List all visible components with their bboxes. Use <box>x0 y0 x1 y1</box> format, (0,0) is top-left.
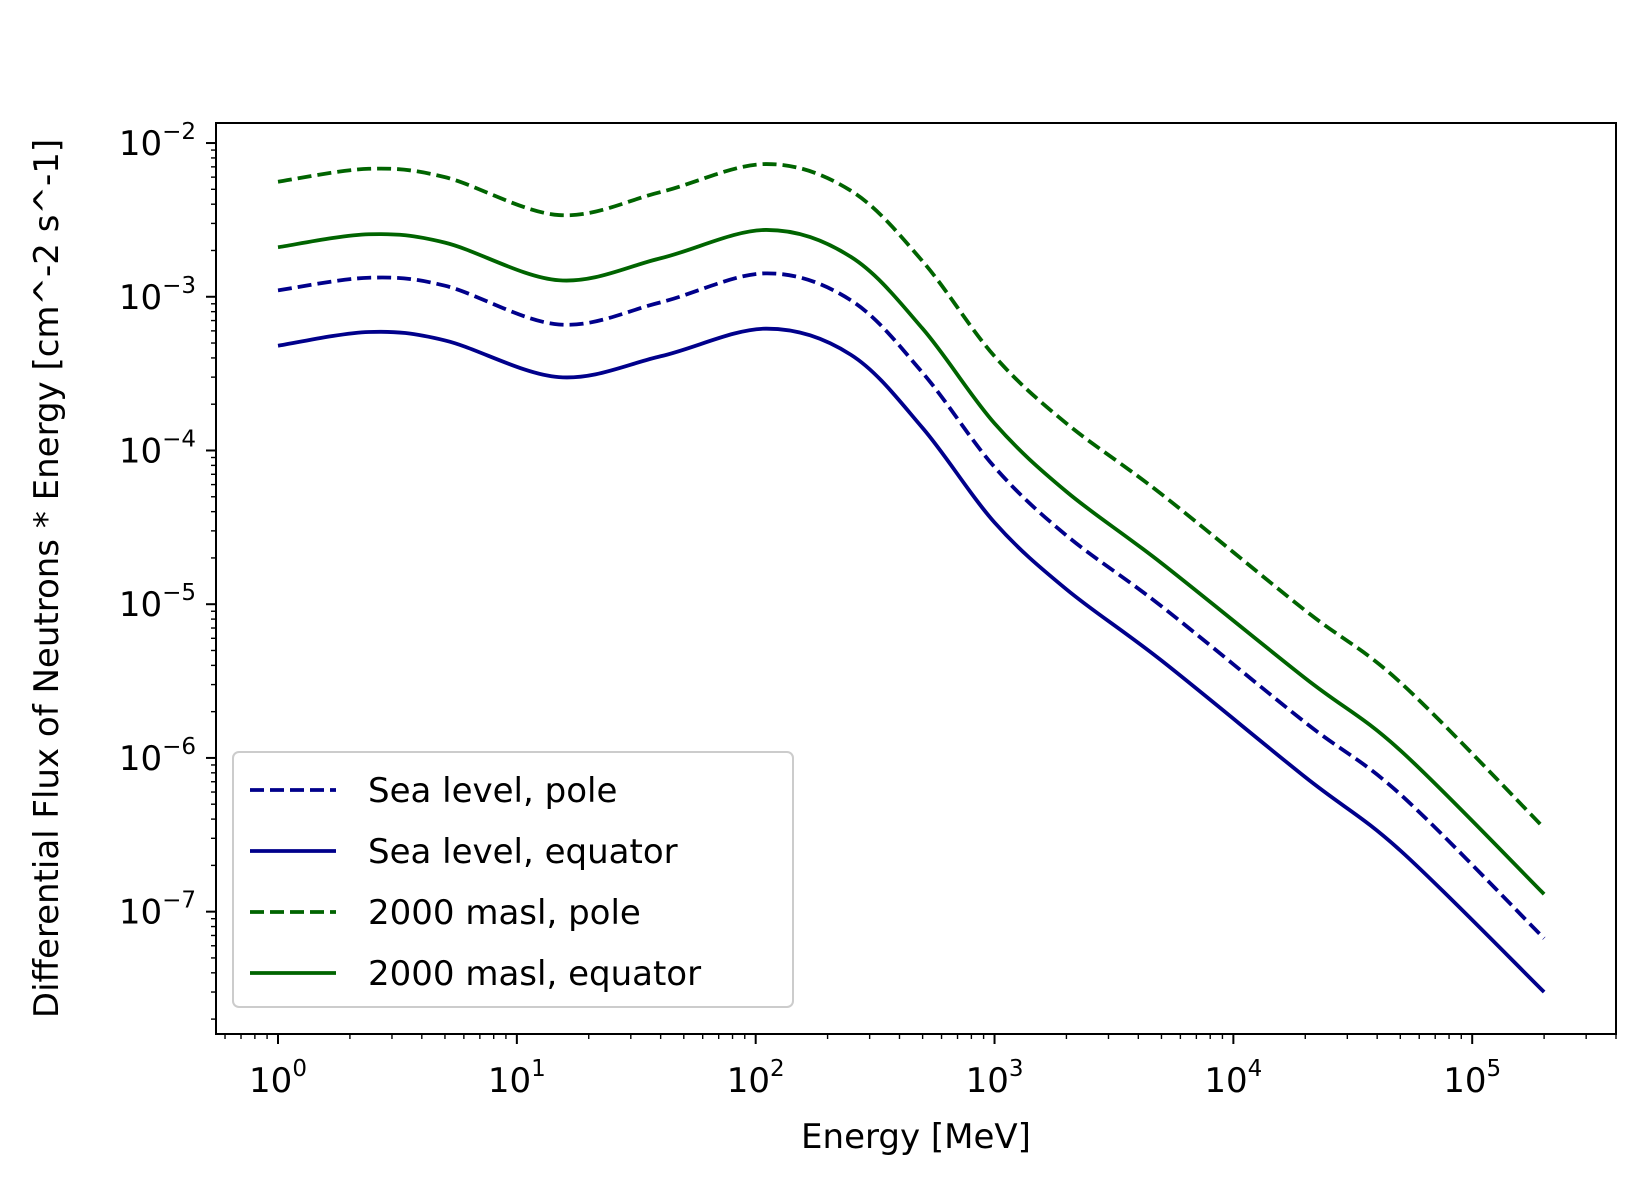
y-axis-ticks: 10−7 10−6 10−5 10−4 10−3 10−2 <box>119 119 216 1020</box>
series-line-2000-masl-pole <box>277 162 1546 830</box>
legend: Sea level, pole Sea level, equator 2000 ma… <box>232 751 794 1008</box>
x-tick-label: 105 <box>1443 1056 1501 1101</box>
legend-label-sea-level-equator: Sea level, equator <box>368 832 678 872</box>
y-tick-label: 10−7 <box>119 888 196 933</box>
y-tick-label: 10−6 <box>119 734 196 779</box>
legend-label-2000-masl-equator: 2000 masl, equator <box>368 954 701 994</box>
legend-box <box>232 751 794 1008</box>
x-axis-label: Energy [MeV] <box>801 1117 1031 1157</box>
y-tick-label: 10−5 <box>119 580 196 625</box>
legend-label-sea-level-pole: Sea level, pole <box>368 771 617 811</box>
y-axis-label: Differential Flux of Neutrons * Energy [… <box>27 139 67 1018</box>
x-tick-label: 102 <box>727 1056 785 1101</box>
series-line-sea-level-equator <box>277 326 1546 994</box>
series-layer <box>277 162 1546 994</box>
series-line-sea-level-pole <box>277 271 1546 940</box>
y-tick-label: 10−2 <box>119 119 196 164</box>
x-tick-label: 101 <box>488 1056 546 1101</box>
y-tick-label: 10−4 <box>119 426 196 471</box>
x-tick-label: 104 <box>1204 1056 1262 1101</box>
x-tick-label: 103 <box>966 1056 1024 1101</box>
plot-frame <box>215 122 1617 1035</box>
y-tick-label: 10−3 <box>119 273 196 318</box>
x-axis-ticks: 100 101 102 103 104 105 <box>224 1034 1617 1101</box>
x-tick-label: 100 <box>249 1056 307 1101</box>
series-line-2000-masl-equator <box>277 228 1546 896</box>
legend-label-2000-masl-pole: 2000 masl, pole <box>368 893 641 933</box>
